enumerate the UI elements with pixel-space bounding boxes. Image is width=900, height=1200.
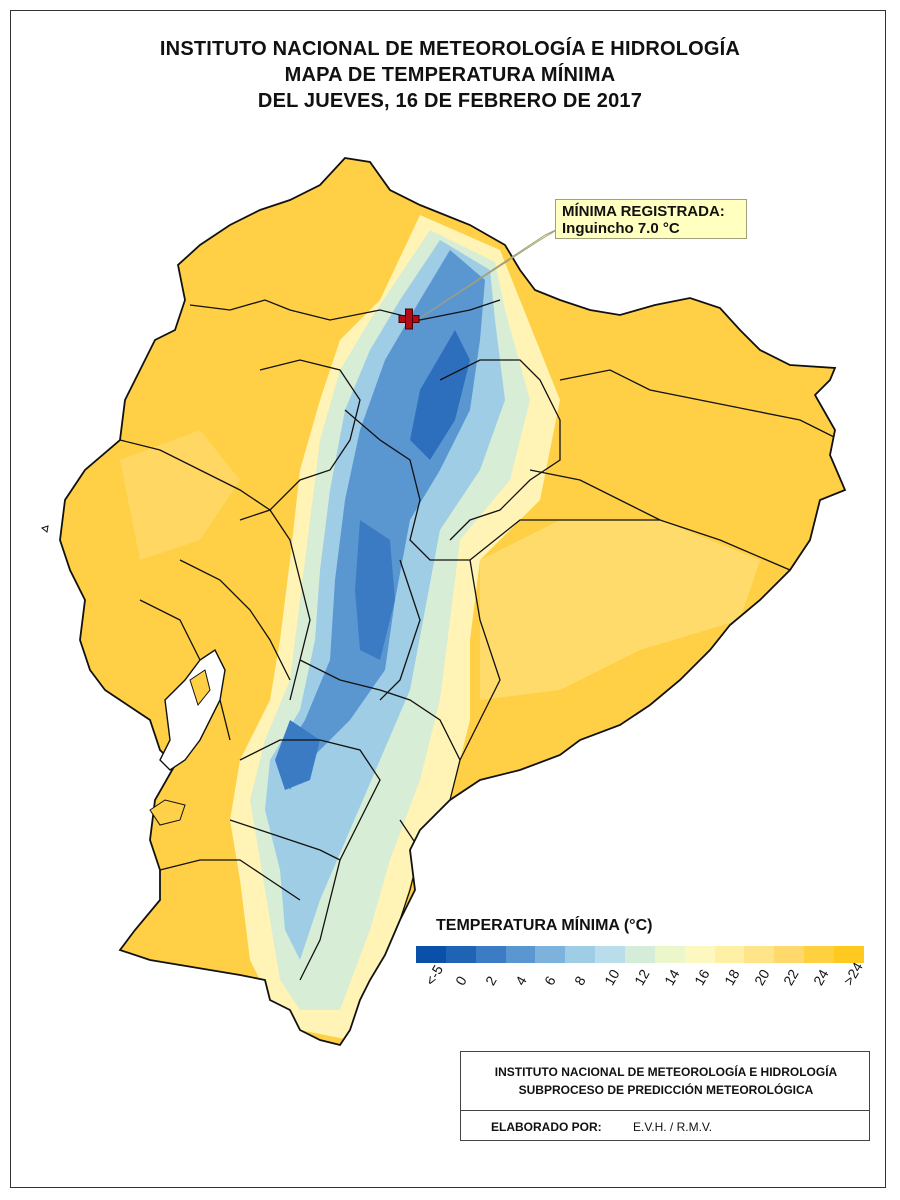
amazon-light-zone xyxy=(480,520,760,700)
legend-swatch xyxy=(595,946,626,963)
legend-swatch xyxy=(774,946,805,963)
legend-swatch xyxy=(684,946,715,963)
legend-swatch xyxy=(535,946,566,963)
title-line-2: MAPA DE TEMPERATURA MÍNIMA xyxy=(284,64,616,86)
andes-cold-core-central xyxy=(355,520,395,660)
minimum-callout: MÍNIMA REGISTRADA: Inguincho 7.0 °C xyxy=(555,199,747,239)
legend-swatch xyxy=(445,946,476,963)
legend-swatch xyxy=(505,946,536,963)
callout-line-2: Inguincho 7.0 °C xyxy=(562,220,680,237)
credits-box: INSTITUTO NACIONAL DE METEOROLOGÍA E HID… xyxy=(460,1051,870,1141)
title-line-1: INSTITUTO NACIONAL DE METEOROLOGÍA E HID… xyxy=(159,38,741,60)
legend-swatch xyxy=(416,946,446,963)
province-boundaries xyxy=(119,299,841,981)
legend-swatch xyxy=(654,946,685,963)
legend-swatch xyxy=(804,946,835,963)
legend-swatch xyxy=(834,946,864,963)
temperature-raster xyxy=(60,158,845,1045)
title-line-3: DEL JUEVES, 16 DE FEBRERO DE 2017 xyxy=(257,90,643,112)
elaborated-value: E.V.H. / R.M.V. xyxy=(633,1120,713,1134)
red-cross-icon[interactable] xyxy=(398,308,420,330)
legend-title: TEMPERATURA MÍNIMA (°C) xyxy=(436,917,653,934)
credits-divider xyxy=(461,1110,869,1111)
legend-color-bar xyxy=(416,946,864,963)
credits-line-1: INSTITUTO NACIONAL DE METEOROLOGÍA E HID… xyxy=(494,1065,838,1079)
andes-cold-core-north xyxy=(410,330,470,460)
callout-pointer xyxy=(419,227,561,319)
coastal-light-zone xyxy=(120,430,240,560)
island-south xyxy=(149,799,186,826)
legend-swatch xyxy=(714,946,745,963)
credits-line-2: SUBPROCESO DE PREDICCIÓN METEOROLÓGICA xyxy=(518,1083,814,1097)
legend-swatch xyxy=(565,946,596,963)
gulf-of-guayaquil xyxy=(159,648,226,771)
legend-swatch xyxy=(744,946,775,963)
andes-cold-core-south xyxy=(275,720,320,790)
island-small xyxy=(40,525,49,533)
callout-line-1: MÍNIMA REGISTRADA: xyxy=(562,203,725,220)
legend-swatch xyxy=(625,946,655,963)
legend-swatch xyxy=(475,946,506,963)
island-puna-north xyxy=(189,669,211,707)
elaborated-label: ELABORADO POR: xyxy=(491,1120,602,1134)
